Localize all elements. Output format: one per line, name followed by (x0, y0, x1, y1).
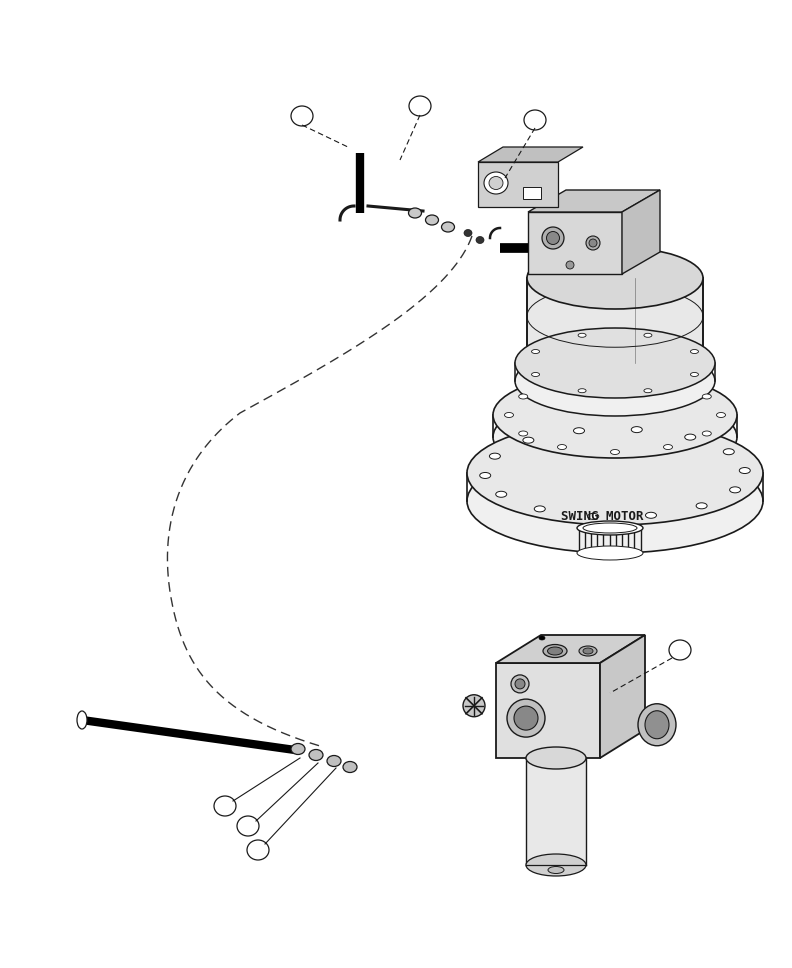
Ellipse shape (519, 394, 527, 399)
Polygon shape (600, 635, 645, 758)
Ellipse shape (586, 236, 600, 250)
Ellipse shape (467, 421, 763, 525)
Ellipse shape (611, 376, 619, 380)
Ellipse shape (583, 648, 593, 654)
Ellipse shape (579, 646, 597, 656)
Ellipse shape (588, 513, 599, 520)
Ellipse shape (493, 372, 737, 458)
Ellipse shape (547, 647, 562, 655)
Ellipse shape (505, 412, 513, 417)
Ellipse shape (531, 349, 539, 353)
Ellipse shape (467, 449, 763, 553)
Ellipse shape (291, 743, 305, 754)
Polygon shape (528, 212, 622, 274)
Ellipse shape (77, 711, 87, 729)
FancyBboxPatch shape (527, 278, 703, 363)
Ellipse shape (546, 231, 559, 245)
Ellipse shape (638, 704, 676, 745)
Ellipse shape (515, 346, 715, 416)
Ellipse shape (507, 699, 545, 737)
Ellipse shape (539, 636, 545, 640)
Ellipse shape (526, 854, 586, 876)
Ellipse shape (589, 239, 597, 247)
Ellipse shape (327, 755, 341, 767)
Polygon shape (496, 635, 645, 663)
Ellipse shape (548, 866, 564, 873)
Ellipse shape (558, 444, 566, 449)
Ellipse shape (645, 512, 657, 518)
Ellipse shape (611, 449, 619, 455)
Ellipse shape (644, 389, 652, 393)
Polygon shape (622, 190, 660, 274)
Ellipse shape (515, 679, 525, 689)
Ellipse shape (464, 229, 472, 236)
Ellipse shape (577, 521, 643, 535)
Ellipse shape (739, 468, 750, 473)
Ellipse shape (523, 438, 534, 443)
Ellipse shape (514, 706, 538, 730)
Ellipse shape (573, 428, 584, 434)
Ellipse shape (644, 333, 652, 337)
Ellipse shape (343, 762, 357, 772)
Ellipse shape (476, 236, 484, 244)
Ellipse shape (631, 427, 642, 433)
Ellipse shape (578, 333, 586, 337)
Ellipse shape (463, 695, 485, 716)
Ellipse shape (566, 261, 574, 269)
Ellipse shape (543, 645, 567, 657)
Ellipse shape (703, 431, 711, 436)
Ellipse shape (409, 208, 421, 218)
Ellipse shape (309, 749, 323, 761)
Polygon shape (478, 147, 583, 162)
Ellipse shape (484, 172, 508, 194)
Ellipse shape (489, 453, 501, 459)
Text: SWING MOTOR: SWING MOTOR (561, 510, 643, 523)
Ellipse shape (441, 222, 455, 232)
Ellipse shape (645, 711, 669, 739)
Ellipse shape (535, 506, 545, 512)
Ellipse shape (527, 247, 703, 309)
Bar (523, 187, 541, 199)
Ellipse shape (685, 434, 695, 440)
Polygon shape (496, 663, 600, 758)
Ellipse shape (578, 389, 586, 393)
Ellipse shape (496, 492, 507, 498)
Ellipse shape (664, 380, 672, 385)
Ellipse shape (717, 412, 725, 417)
Bar (526, 758, 586, 865)
Ellipse shape (425, 215, 439, 225)
Ellipse shape (531, 373, 539, 377)
Ellipse shape (519, 431, 527, 436)
Ellipse shape (729, 487, 741, 493)
Polygon shape (528, 190, 660, 212)
Ellipse shape (558, 380, 566, 385)
Ellipse shape (664, 444, 672, 449)
Ellipse shape (515, 328, 715, 398)
Polygon shape (478, 162, 558, 207)
Ellipse shape (696, 502, 707, 509)
Ellipse shape (691, 373, 699, 377)
Ellipse shape (526, 747, 586, 769)
Ellipse shape (511, 675, 529, 693)
Ellipse shape (489, 176, 503, 190)
Ellipse shape (577, 546, 643, 560)
Ellipse shape (691, 349, 699, 353)
Ellipse shape (703, 394, 711, 399)
Ellipse shape (493, 394, 737, 480)
Ellipse shape (542, 227, 564, 249)
Ellipse shape (723, 449, 734, 455)
Ellipse shape (480, 472, 491, 478)
